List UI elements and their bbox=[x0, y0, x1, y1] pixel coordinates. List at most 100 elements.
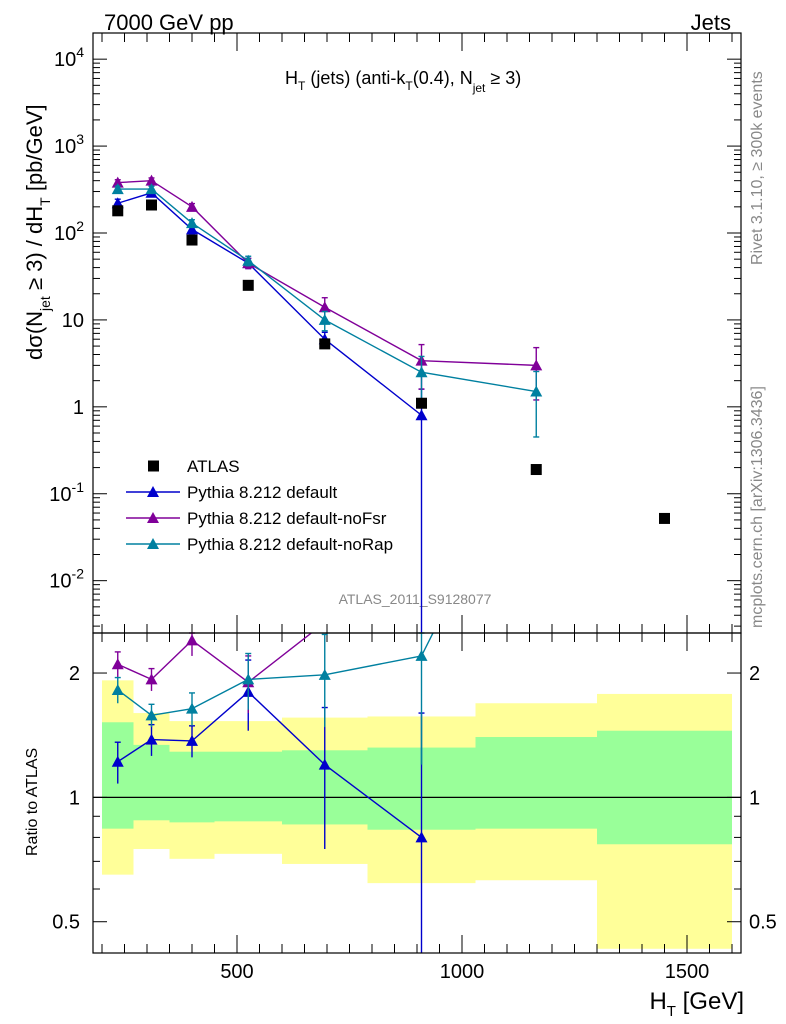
series-2-point bbox=[111, 176, 124, 188]
series-1-ratio-line bbox=[247, 691, 326, 766]
series-2-main bbox=[111, 174, 543, 401]
ratio-y-tick-label-right: 0.5 bbox=[749, 912, 777, 934]
series-2-ratio-line bbox=[191, 639, 249, 683]
series-3-ratio-line bbox=[117, 689, 152, 716]
series-1-ratio-line bbox=[151, 738, 193, 742]
series-3-main bbox=[111, 183, 543, 438]
legend: ATLAS Pythia 8.212 default Pythia 8.212 de… bbox=[126, 457, 393, 554]
band-inner-1 bbox=[133, 744, 170, 821]
ratio-series-layer bbox=[111, 632, 434, 953]
series-3-ratio-line bbox=[420, 632, 434, 657]
atlas-data-points bbox=[112, 199, 670, 524]
header-right: Jets bbox=[691, 10, 731, 35]
series-3-point bbox=[111, 183, 124, 195]
ratio-panel-frame bbox=[92, 632, 742, 954]
atlas-point bbox=[112, 205, 124, 217]
x-axis-label: HT [GeV] bbox=[649, 988, 744, 1020]
legend-marker bbox=[147, 538, 159, 549]
legend-label: Pythia 8.212 default bbox=[187, 483, 338, 502]
main-axis-ticks: 10-2 10-1 1 10 102 103 104 bbox=[49, 32, 741, 633]
series-1-ratio-line bbox=[191, 691, 249, 742]
ratio-y-tick-label-right: 2 bbox=[749, 663, 760, 685]
series-1-ratio-point bbox=[111, 755, 124, 767]
y-axis-label-main: dσ(Njet ≥ 3) / dHT [pb/GeV] bbox=[22, 104, 53, 360]
band-inner-6 bbox=[475, 737, 597, 829]
main-series-layer bbox=[111, 174, 543, 633]
x-tick-label: 1500 bbox=[665, 961, 710, 983]
band-inner-7 bbox=[597, 730, 732, 845]
legend-marker bbox=[147, 512, 159, 523]
ratio-y-tick-label-left: 1 bbox=[69, 787, 80, 809]
x-tick-label: 500 bbox=[220, 961, 253, 983]
y-tick-label-main: 10-1 bbox=[49, 479, 84, 506]
series-3-point bbox=[530, 385, 543, 397]
atlas-point bbox=[416, 397, 427, 409]
legend-marker bbox=[147, 486, 159, 497]
rivet-label: Rivet 3.1.10, ≥ 300k events bbox=[749, 71, 766, 265]
series-1-ratio-line bbox=[324, 764, 422, 838]
series-2-point bbox=[186, 200, 198, 212]
y-tick-label-main: 10-2 bbox=[49, 566, 84, 593]
ratio-uncertainty-bands bbox=[102, 680, 732, 949]
series-2-ratio-line bbox=[117, 663, 152, 681]
plot-title: HT (jets) (anti-kT(0.4), Njet ≥ 3) bbox=[285, 68, 521, 95]
series-1-point bbox=[186, 223, 198, 235]
series-3-point bbox=[318, 313, 331, 325]
y-axis-label-ratio: Ratio to ATLAS bbox=[24, 748, 41, 856]
series-3-ratio-point bbox=[415, 649, 428, 661]
ratio-y-tick-label-left: 2 bbox=[69, 663, 80, 685]
atlas-point bbox=[530, 464, 542, 476]
legend-label: ATLAS bbox=[187, 457, 240, 476]
x-tick-label: 1000 bbox=[440, 961, 485, 983]
series-1-ratio-point bbox=[145, 733, 158, 745]
atlas-point bbox=[186, 234, 198, 246]
y-tick-label-main: 104 bbox=[54, 44, 84, 71]
atlas-point bbox=[146, 199, 157, 211]
series-1-ratio-point bbox=[186, 734, 198, 746]
ratio-y-tick-label-right: 1 bbox=[749, 787, 760, 809]
band-inner-2 bbox=[169, 751, 215, 823]
series-1-main bbox=[111, 186, 428, 633]
series-2-ratio-point bbox=[145, 673, 158, 685]
series-1-line bbox=[117, 192, 422, 416]
series-3-ratio-point bbox=[145, 709, 158, 721]
series-1-ratio-line bbox=[117, 739, 152, 763]
series-3-point bbox=[242, 254, 255, 266]
series-3-ratio-point bbox=[186, 702, 198, 714]
series-3-ratio-point bbox=[111, 683, 124, 695]
legend-label: Pythia 8.212 default-noFsr bbox=[187, 509, 387, 528]
atlas-point bbox=[242, 279, 254, 291]
series-3-point bbox=[415, 366, 428, 378]
atlas-point bbox=[659, 512, 670, 524]
series-3-ratio bbox=[111, 632, 434, 765]
mcplots-label: mcplots.cern.ch [arXiv:1306.3436] bbox=[749, 386, 766, 628]
series-1-ratio-point bbox=[415, 831, 428, 843]
series-3-ratio-point bbox=[318, 668, 331, 680]
series-3-ratio-line bbox=[324, 655, 422, 676]
series-3-point bbox=[145, 183, 158, 195]
series-3-ratio-line bbox=[191, 678, 249, 710]
series-1-point bbox=[415, 409, 428, 421]
series-2-point bbox=[530, 359, 543, 371]
series-1-ratio-point bbox=[318, 758, 331, 770]
y-tick-label-main: 102 bbox=[54, 218, 84, 245]
series-2-ratio-point bbox=[186, 634, 198, 646]
header-left: 7000 GeV pp bbox=[104, 10, 234, 35]
series-3-ratio-line bbox=[248, 674, 325, 681]
ratio-y-tick-label-left: 0.5 bbox=[52, 912, 80, 934]
series-2-ratio-point bbox=[111, 658, 124, 670]
series-3-point bbox=[186, 217, 198, 229]
y-tick-label-main: 1 bbox=[73, 397, 84, 419]
series-3-ratio-point bbox=[242, 673, 255, 685]
band-inner-3 bbox=[214, 751, 282, 822]
analysis-id: ATLAS_2011_S9128077 bbox=[339, 591, 492, 607]
y-tick-label-main: 10 bbox=[62, 310, 84, 332]
series-2-point bbox=[145, 174, 158, 186]
series-2-ratio-line bbox=[247, 632, 312, 683]
series-3-ratio-line bbox=[151, 707, 193, 717]
legend-label: Pythia 8.212 default-noRap bbox=[187, 535, 393, 554]
y-tick-label-main: 103 bbox=[54, 131, 84, 158]
ratio-axis-ticks: 500 1000 1500 0.5 0.5 1 1 2 2 bbox=[52, 633, 777, 983]
atlas-point bbox=[319, 338, 331, 350]
series-2-ratio-line bbox=[151, 639, 193, 680]
